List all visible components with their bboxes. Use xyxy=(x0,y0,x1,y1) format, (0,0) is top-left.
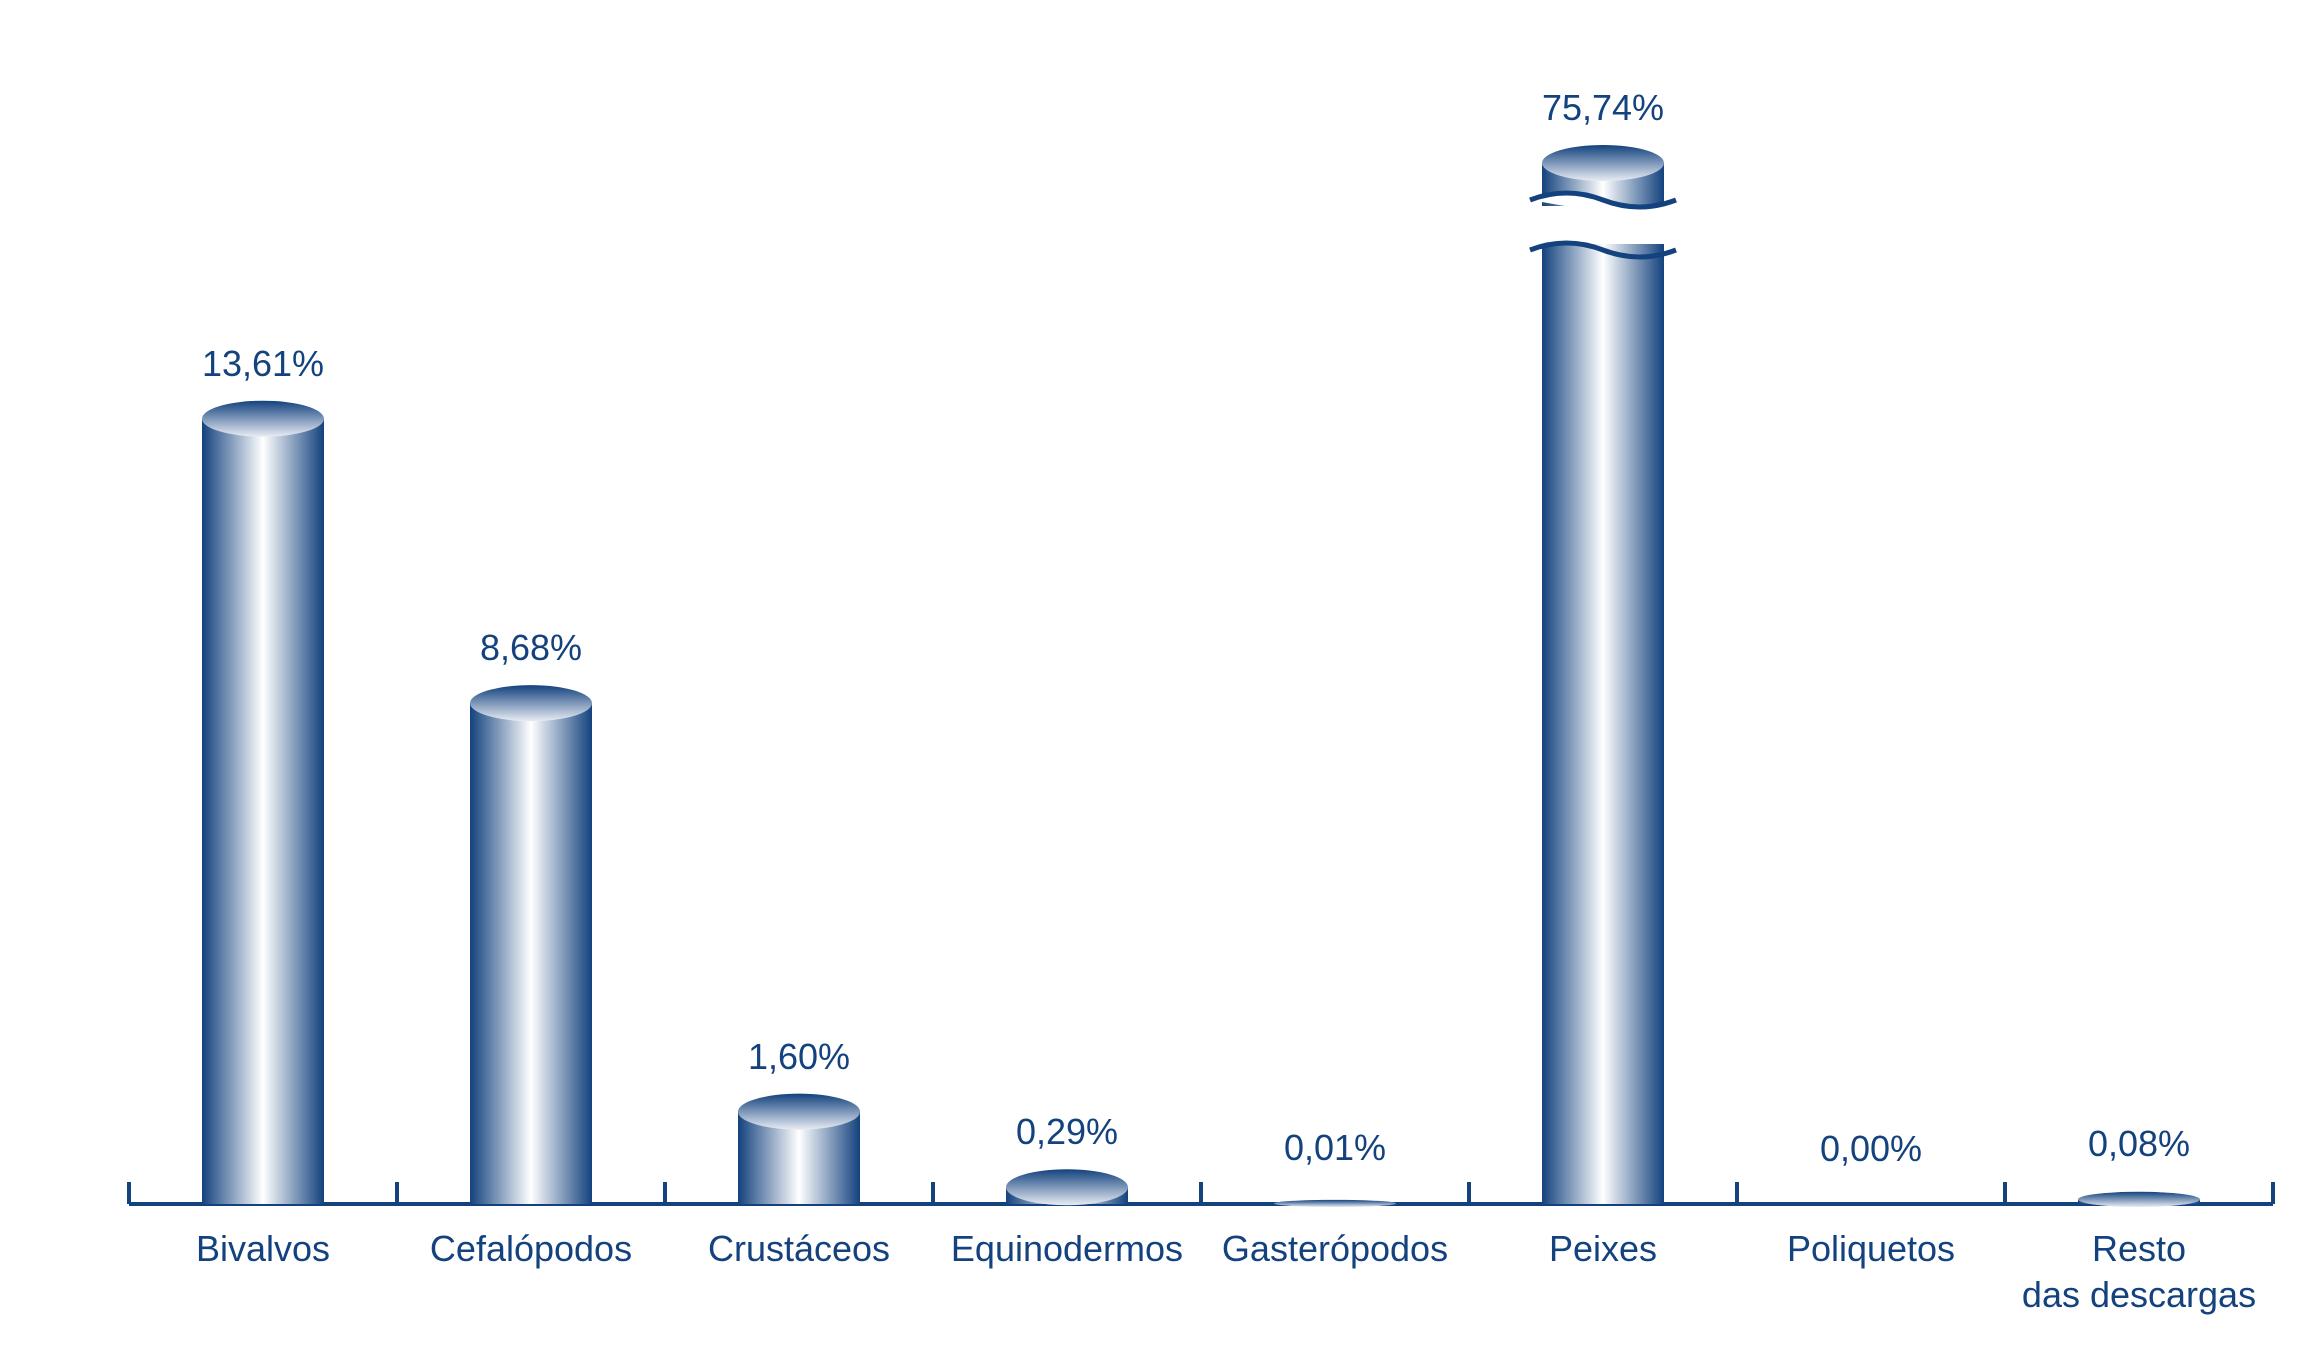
value-label: 0,00% xyxy=(1819,1128,1923,1169)
break-gap xyxy=(1534,206,1672,244)
value-label: 75,74% xyxy=(1541,87,1665,128)
x-tick-label: Poliquetos xyxy=(1786,1228,1956,1269)
bar-top xyxy=(202,400,324,437)
bar-top xyxy=(1274,1199,1396,1207)
bar-top xyxy=(470,685,592,722)
value-label: 0,08% xyxy=(2087,1123,2191,1165)
break-line xyxy=(1529,190,1677,210)
x-tick-label: Crustáceos xyxy=(707,1228,891,1269)
x-tick-label: Equinodermos xyxy=(950,1228,1184,1269)
value-label: 0,29% xyxy=(1015,1111,1119,1153)
value-label: 8,68% xyxy=(479,627,583,669)
x-tick-label: Cefalópodos xyxy=(429,1228,633,1269)
bar xyxy=(470,703,592,1204)
bar-top xyxy=(1006,1169,1128,1206)
value-label: 0,01% xyxy=(1283,1127,1387,1169)
break-line xyxy=(1529,240,1677,260)
bar-top xyxy=(2078,1191,2200,1208)
bar xyxy=(1542,163,1664,1204)
value-label: 1,60% xyxy=(747,1035,851,1077)
x-tick-label: Bivalvos xyxy=(195,1228,331,1269)
bar xyxy=(202,418,324,1204)
x-tick-label: Peixes xyxy=(1548,1228,1658,1269)
x-tick-label: Resto das descargas xyxy=(2021,1228,2257,1315)
x-tick-label: Gasterópodos xyxy=(1221,1228,1449,1269)
bar-top xyxy=(738,1093,860,1130)
bar-top xyxy=(1542,145,1664,181)
value-label: 13,61% xyxy=(201,342,325,384)
